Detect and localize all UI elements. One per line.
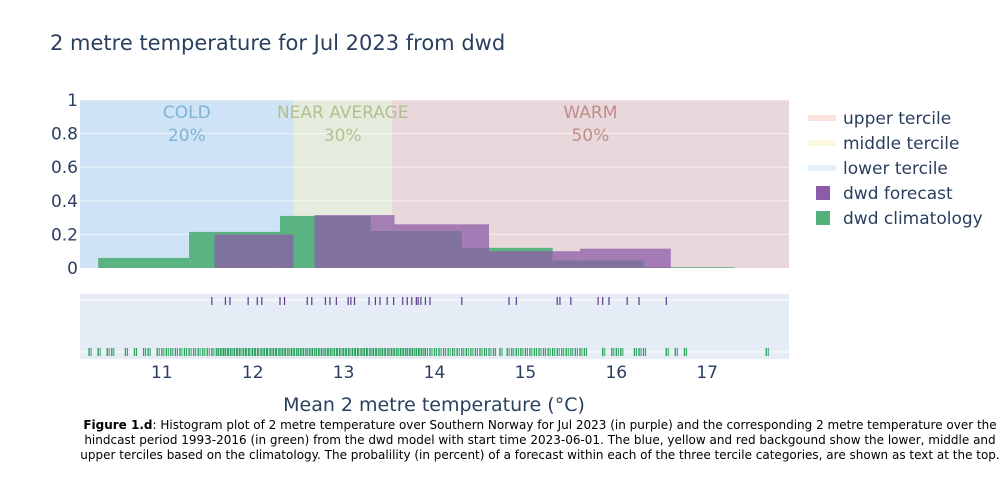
x-tick-label-6: 17 (696, 363, 718, 383)
tercile-label-0: COLD (163, 103, 211, 123)
x-axis: 11 12 13 14 15 16 17 (151, 363, 718, 383)
bar-1-0 (214, 234, 294, 268)
caption-label: Figure 1.d (83, 418, 153, 432)
legend-label-1: middle tercile (843, 134, 959, 154)
legend-label-2: lower tercile (843, 159, 948, 179)
bar-1-4 (489, 251, 553, 268)
y-tick-label-0: 0 (67, 259, 78, 279)
legend-swatch-4 (816, 211, 830, 225)
bar-1-6 (579, 248, 671, 268)
y-tick-label-1: 0.2 (51, 225, 78, 245)
x-tick-label-4: 15 (515, 363, 537, 383)
bar-1-5 (552, 251, 580, 268)
y-tick-label-3: 0.6 (51, 158, 78, 178)
x-axis-label: Mean 2 metre temperature (°C) (283, 394, 585, 416)
main-plot-area: COLD 20% NEAR AVERAGE 30% WARM 50% 0 0.2 0.4 0.6 0… (51, 91, 789, 279)
figure-caption: Figure 1.d: Histogram plot of 2 metre te… (80, 418, 1000, 463)
y-tick-label-2: 0.4 (51, 192, 78, 212)
rug-plot-area (80, 294, 789, 359)
tercile-percent-0: 20% (168, 126, 206, 146)
x-tick-label-1: 12 (242, 363, 264, 383)
tercile-percent-1: 30% (324, 126, 362, 146)
x-tick-label-3: 14 (424, 363, 446, 383)
tercile-percent-2: 50% (571, 126, 609, 146)
chart-title: 2 metre temperature for Jul 2023 from dw… (50, 31, 505, 55)
legend-swatch-3 (816, 186, 830, 200)
bar-0-6 (643, 267, 735, 268)
bar-0-0 (98, 257, 190, 268)
x-tick-label-5: 16 (605, 363, 627, 383)
legend-label-3: dwd forecast (843, 184, 953, 204)
legend: upper tercile middle tercile lower tercile… (808, 109, 983, 229)
x-tick-label-0: 11 (151, 363, 173, 383)
y-tick-label-5: 1 (67, 91, 78, 111)
legend-label-0: upper tercile (843, 109, 951, 129)
bar-1-3 (394, 224, 490, 268)
bar-1-2 (370, 215, 395, 268)
legend-label-4: dwd climatology (843, 209, 983, 229)
tercile-label-1: NEAR AVERAGE (277, 103, 409, 123)
y-tick-label-4: 0.8 (51, 125, 78, 145)
x-tick-label-2: 13 (333, 363, 355, 383)
tercile-label-2: WARM (563, 103, 617, 123)
caption-text: : Histogram plot of 2 metre temperature … (80, 418, 1000, 462)
bar-1-1 (314, 215, 371, 268)
